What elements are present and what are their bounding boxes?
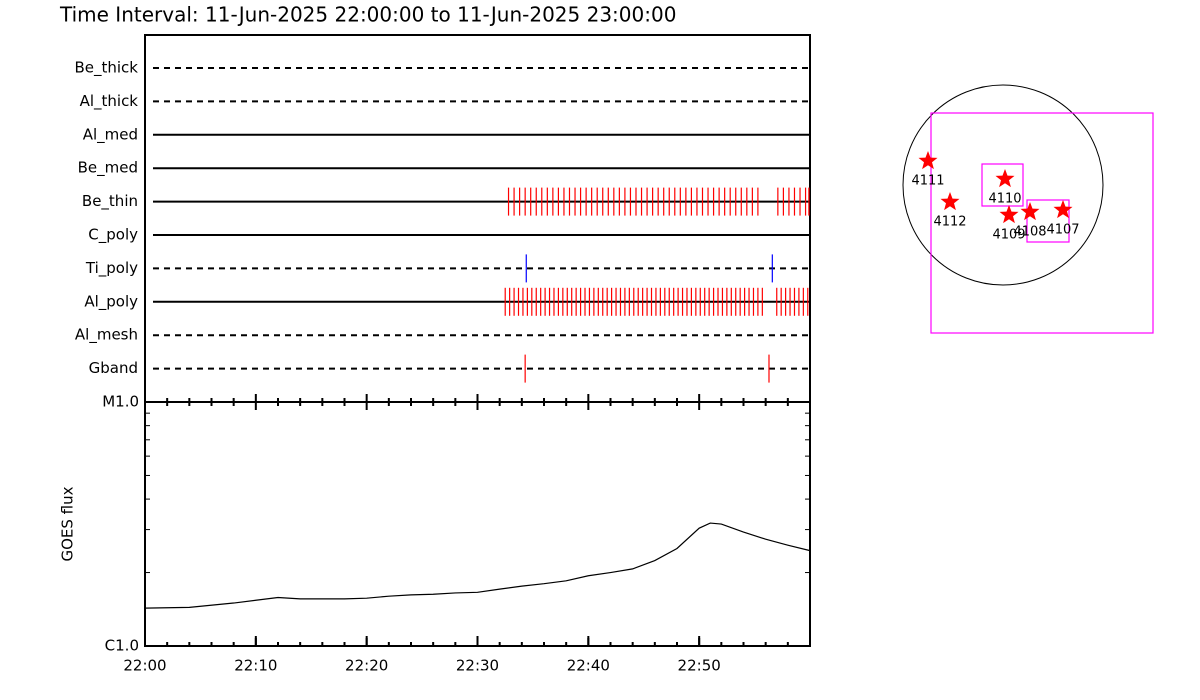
y-tick-label: M1.0 [102,393,139,411]
region-label: 4110 [988,192,1021,207]
x-tick-label: 22:30 [456,657,499,675]
region-star [918,151,938,170]
fov-box [1026,199,1070,243]
x-tick-label: 22:10 [234,657,277,675]
region-star [999,205,1019,224]
region-label: 4111 [911,174,944,189]
row-label: Gband [89,359,138,377]
region-label: 4108 [1013,225,1046,240]
row-label: Be_thick [74,59,138,78]
region-star [940,192,960,211]
region-star [995,169,1015,188]
x-tick-label: 22:50 [678,657,721,675]
x-tick-label: 22:40 [567,657,610,675]
row-label: Be_med [78,159,138,178]
y-tick-label: C1.0 [105,637,139,655]
row-label: Al_poly [84,292,138,311]
x-tick-label: 22:00 [123,657,166,675]
row-label: Be_thin [82,192,138,211]
goes-flux-line [144,522,811,609]
y-axis-label: GOES flux [59,486,77,561]
row-label: Al_thick [80,92,139,111]
region-star [1053,200,1073,219]
row-label: Al_med [83,125,138,144]
region-label: 4107 [1046,223,1079,238]
chart-title: Time Interval: 11-Jun-2025 22:00:00 to 1… [59,3,676,27]
solar-disk [902,84,1104,286]
region-label: 4112 [933,215,966,230]
fov-box [981,163,1024,207]
x-tick-label: 22:20 [345,657,388,675]
region-star [1020,202,1040,221]
row-label: C_poly [88,226,138,245]
region-label: 4109 [992,228,1025,243]
plot-frame [144,34,811,647]
row-label: Ti_poly [85,259,138,278]
fov-box [930,112,1154,334]
row-label: Al_mesh [75,326,138,345]
